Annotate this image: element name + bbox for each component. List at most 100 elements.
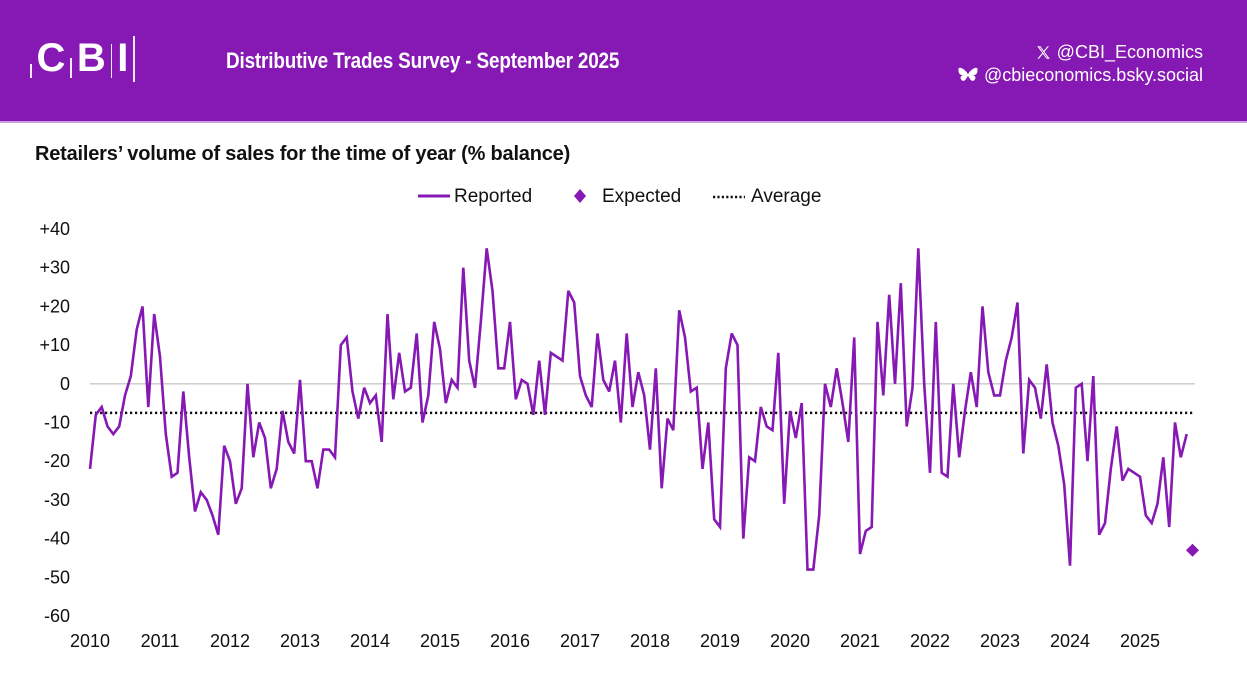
- reported-point: [229, 460, 231, 462]
- reported-point: [141, 305, 143, 307]
- reported-point: [800, 402, 802, 404]
- reported-point: [468, 359, 470, 361]
- reported-point: [824, 383, 826, 385]
- reported-point: [754, 460, 756, 462]
- reported-point: [345, 336, 347, 338]
- y-tick-label: -60: [44, 606, 70, 626]
- x-tick-label: 2023: [980, 631, 1020, 651]
- reported-point: [392, 398, 394, 400]
- reported-point: [946, 475, 948, 477]
- reported-point: [450, 379, 452, 381]
- reported-point: [357, 417, 359, 419]
- reported-point: [433, 321, 435, 323]
- reported-point: [555, 356, 557, 358]
- legend-expected-swatch: [574, 189, 586, 203]
- reported-point: [631, 406, 633, 408]
- reported-point: [515, 398, 517, 400]
- reported-point: [497, 367, 499, 369]
- reported-point: [707, 421, 709, 423]
- x-tick-label: 2015: [420, 631, 460, 651]
- reported-point: [375, 394, 377, 396]
- reported-point: [1040, 417, 1042, 419]
- reported-point: [1156, 503, 1158, 505]
- expected-points: [1186, 543, 1199, 557]
- reported-point: [585, 394, 587, 396]
- reported-point: [165, 433, 167, 435]
- reported-point: [316, 487, 318, 489]
- reported-point: [293, 452, 295, 454]
- y-tick-label: -30: [44, 490, 70, 510]
- reported-point: [608, 390, 610, 392]
- reported-point: [579, 375, 581, 377]
- logo-divider: [30, 64, 32, 78]
- reported-point: [806, 568, 808, 570]
- reported-point: [240, 487, 242, 489]
- reported-point: [147, 406, 149, 408]
- reported-point: [835, 367, 837, 369]
- header-divider: [0, 121, 1247, 123]
- reported-point: [474, 386, 476, 388]
- reported-point: [445, 402, 447, 404]
- reported-point: [480, 321, 482, 323]
- reported-point: [509, 321, 511, 323]
- reported-point: [625, 332, 627, 334]
- reported-point: [789, 410, 791, 412]
- reported-point: [526, 383, 528, 385]
- reported-point: [590, 406, 592, 408]
- x-tick-label: 2016: [490, 631, 530, 651]
- reported-point: [1016, 301, 1018, 303]
- legend-expected-label: Expected: [602, 186, 681, 207]
- reported-point: [725, 367, 727, 369]
- reported-point: [305, 460, 307, 462]
- reported-point: [340, 344, 342, 346]
- reported-point: [935, 321, 937, 323]
- reported-point: [771, 429, 773, 431]
- reported-point: [719, 526, 721, 528]
- reported-point: [993, 394, 995, 396]
- bluesky-handle[interactable]: @cbieconomics.bsky.social: [983, 65, 1203, 85]
- logo-letter-c: C: [36, 36, 66, 80]
- reported-point: [958, 456, 960, 458]
- x-handle[interactable]: @CBI_Economics: [1056, 42, 1203, 62]
- reported-point: [765, 425, 767, 427]
- reported-point: [1185, 433, 1187, 435]
- logo-divider: [133, 36, 135, 82]
- reported-point: [100, 406, 102, 408]
- reported-point: [701, 468, 703, 470]
- reported-point: [299, 379, 301, 381]
- x-tick-label: 2013: [280, 631, 320, 651]
- reported-point: [1092, 375, 1094, 377]
- reported-point: [940, 472, 942, 474]
- reported-point: [1063, 483, 1065, 485]
- reported-point: [894, 383, 896, 385]
- reported-point: [322, 448, 324, 450]
- reported-point: [1022, 452, 1024, 454]
- reported-point: [900, 282, 902, 284]
- reported-point: [999, 394, 1001, 396]
- reported-point: [1180, 456, 1182, 458]
- reported-point: [1133, 472, 1135, 474]
- reported-point: [888, 294, 890, 296]
- reported-point: [1086, 460, 1088, 462]
- expected-point: [1186, 543, 1199, 557]
- bluesky-handle-row[interactable]: @cbieconomics.bsky.social: [958, 64, 1203, 87]
- reported-point: [363, 386, 365, 388]
- reported-point: [1104, 522, 1106, 524]
- reported-point: [386, 313, 388, 315]
- reported-point: [1051, 421, 1053, 423]
- reported-point: [748, 456, 750, 458]
- reported-point: [917, 247, 919, 249]
- reported-point: [404, 390, 406, 392]
- x-tick-label: 2017: [560, 631, 600, 651]
- reported-point: [246, 383, 248, 385]
- x-handle-row[interactable]: @CBI_Economics: [958, 41, 1203, 64]
- x-tick-label: 2010: [70, 631, 110, 651]
- reported-point: [1098, 534, 1100, 536]
- reported-point: [911, 386, 913, 388]
- reported-point: [713, 518, 715, 520]
- reported-point: [783, 503, 785, 505]
- reported-point: [456, 386, 458, 388]
- x-axis: 2010 2011 2012 2013 2014 2015 2016 2017 2018 2019…: [70, 631, 1160, 651]
- reported-point: [503, 367, 505, 369]
- reported-point: [660, 487, 662, 489]
